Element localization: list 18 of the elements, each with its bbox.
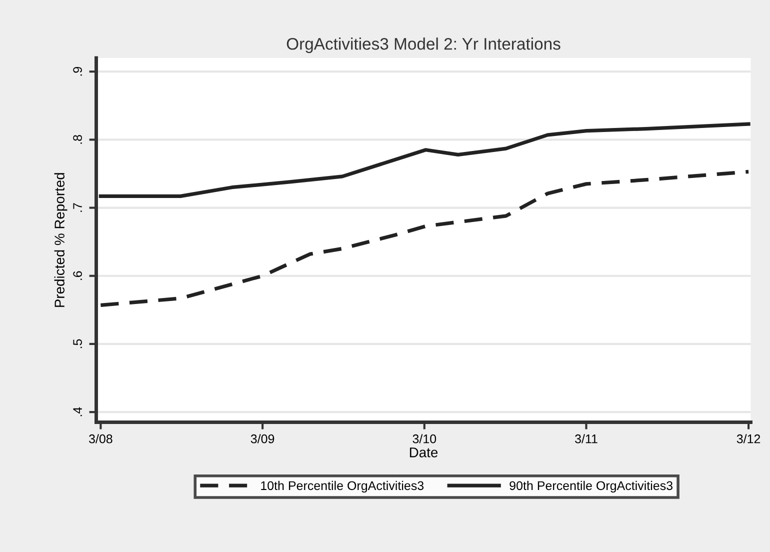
y-tick-label: .7: [73, 203, 82, 212]
x-axis-title: Date: [410, 448, 438, 458]
x-tick-label: 3/11: [575, 434, 598, 444]
line-series: [98, 122, 750, 198]
y-axis-title: Predicted % Reported: [54, 173, 68, 307]
chart-title: OrgActivities3 Model 2: Yr Interations: [286, 38, 560, 54]
y-tick-label: .6: [73, 271, 82, 280]
y-tick-label: .8: [73, 135, 82, 144]
y-tick-label: .5: [73, 339, 82, 348]
x-tick-label: 3/09: [250, 434, 274, 444]
y-tick-label: .9: [73, 66, 82, 76]
y-tick-label: .4: [73, 407, 82, 416]
x-tick-label: 3/10: [412, 434, 436, 444]
x-tick-label: 3/12: [736, 434, 760, 444]
line-series: [98, 170, 750, 307]
x-tick-label: 3/08: [89, 434, 112, 444]
legend-label: 10th Percentile OrgActivities3: [261, 480, 424, 493]
legend-label: 90th Percentile OrgActivities3: [510, 480, 673, 493]
